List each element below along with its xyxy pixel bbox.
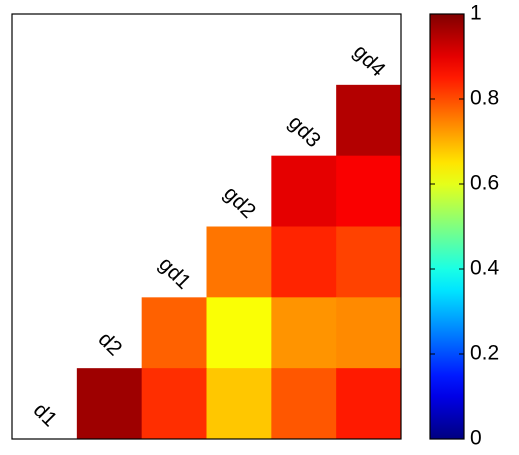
heatmap-cell: [336, 84, 402, 157]
diagonal-label: gd2: [219, 182, 260, 223]
colorbar-tick-label: 0.2: [470, 342, 499, 365]
colorbar-tick-label: 0.8: [470, 87, 499, 110]
diagonal-label: d2: [94, 328, 127, 361]
heatmap-cell: [336, 368, 402, 440]
heatmap-cell: [271, 297, 337, 369]
heatmap-cell: [76, 368, 143, 440]
heatmap-cell: [141, 368, 207, 440]
colorbar-tick-label: 1: [470, 2, 482, 25]
diagonal-label: gd1: [154, 253, 195, 294]
colorbar-tick-label: 0.6: [470, 172, 499, 195]
heatmap-cell: [206, 368, 272, 440]
heatmap-cell: [206, 226, 272, 298]
heatmap-cell: [141, 297, 207, 369]
heatmap-cell: [206, 297, 272, 369]
heatmap-cell: [336, 155, 402, 227]
plot-frame: [11, 13, 402, 440]
diagonal-label: gd4: [349, 40, 390, 81]
heatmap-cell: [271, 368, 337, 440]
colorbar: [429, 13, 465, 440]
heatmap-cell: [271, 226, 337, 298]
heatmap-cell: [336, 226, 402, 298]
diagonal-label: gd3: [284, 111, 325, 152]
diagonal-label: d1: [29, 399, 62, 432]
colorbar-tick-label: 0: [470, 427, 482, 450]
colorbar-tick-label: 0.4: [470, 257, 500, 280]
heatmap-cell: [336, 297, 402, 369]
heatmap-cell: [271, 155, 337, 227]
